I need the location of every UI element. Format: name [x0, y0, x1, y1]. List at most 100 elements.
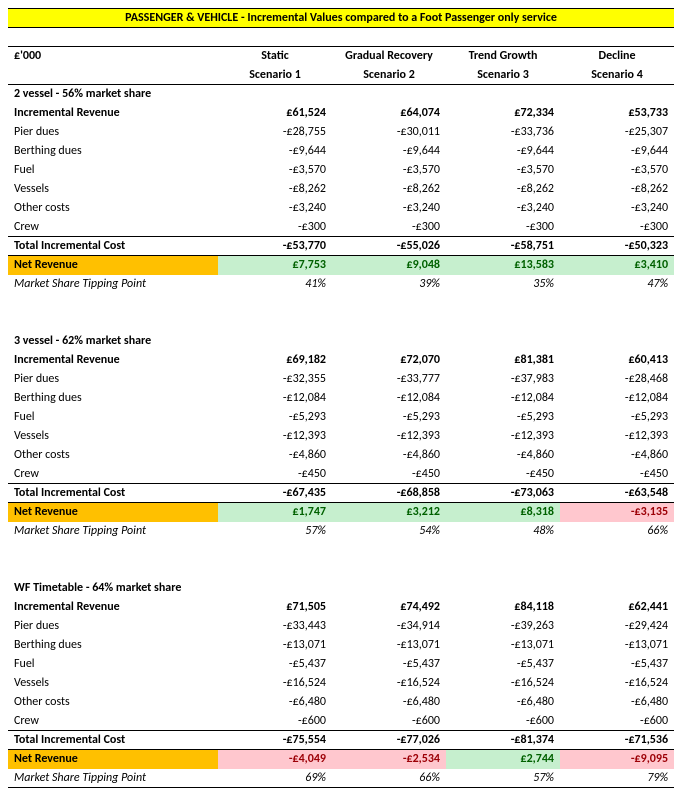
- scenario-name-1: Gradual Recovery: [332, 47, 446, 66]
- cell-net-revenue-3: -£9,095: [560, 750, 674, 769]
- row-label-other: Other costs: [8, 446, 218, 465]
- cell-vessels-1: -£12,393: [332, 427, 446, 446]
- cell-fuel-3: -£3,570: [560, 161, 674, 180]
- cell-tipping-0: 41%: [218, 275, 332, 294]
- cell-crew-0: -£300: [218, 218, 332, 237]
- cell-fuel-2: -£5,437: [446, 655, 560, 674]
- cell-crew-1: -£300: [332, 218, 446, 237]
- cell-inc_rev-3: £53,733: [560, 104, 674, 123]
- table-title: PASSENGER & VEHICLE - Incremental Values…: [8, 9, 674, 28]
- cell-vessels-0: -£16,524: [218, 674, 332, 693]
- row-label-fuel: Fuel: [8, 408, 218, 427]
- cell-tipping-2: 35%: [446, 275, 560, 294]
- cell-other-0: -£4,860: [218, 446, 332, 465]
- cell-other-1: -£4,860: [332, 446, 446, 465]
- scenario-sub-3: Scenario 4: [560, 66, 674, 85]
- cell-tipping-3: 66%: [560, 522, 674, 541]
- cell-vessels-1: -£8,262: [332, 180, 446, 199]
- row-label-pier: Pier dues: [8, 123, 218, 142]
- cell-vessels-3: -£12,393: [560, 427, 674, 446]
- cell-other-3: -£6,480: [560, 693, 674, 712]
- cell-pier-2: -£37,983: [446, 370, 560, 389]
- cell-tipping-3: 47%: [560, 275, 674, 294]
- cell-vessels-0: -£12,393: [218, 427, 332, 446]
- cell-net-revenue-0: £1,747: [218, 503, 332, 522]
- cell-berth-0: -£9,644: [218, 142, 332, 161]
- cell-pier-0: -£32,355: [218, 370, 332, 389]
- cell-fuel-2: -£5,293: [446, 408, 560, 427]
- row-label-tipping-point: Market Share Tipping Point: [8, 522, 218, 541]
- unit-label: £'000: [8, 47, 218, 66]
- scenario-name-2: Trend Growth: [446, 47, 560, 66]
- row-label-berth: Berthing dues: [8, 636, 218, 655]
- cell-pier-1: -£33,777: [332, 370, 446, 389]
- row-label-pier: Pier dues: [8, 617, 218, 636]
- cell-pier-0: -£28,755: [218, 123, 332, 142]
- cell-fuel-1: -£3,570: [332, 161, 446, 180]
- cell-total_cost-0: -£75,554: [218, 731, 332, 750]
- cell-pier-2: -£33,736: [446, 123, 560, 142]
- row-label-net-revenue: Net Revenue: [8, 750, 218, 769]
- cell-berth-3: -£12,084: [560, 389, 674, 408]
- cell-berth-2: -£12,084: [446, 389, 560, 408]
- cell-other-3: -£4,860: [560, 446, 674, 465]
- cell-inc_rev-2: £84,118: [446, 598, 560, 617]
- row-label-total_cost: Total Incremental Cost: [8, 484, 218, 503]
- cell-total_cost-1: -£77,026: [332, 731, 446, 750]
- cell-crew-2: -£300: [446, 218, 560, 237]
- cell-net-revenue-3: -£3,135: [560, 503, 674, 522]
- cell-net-revenue-0: -£4,049: [218, 750, 332, 769]
- row-label-tipping-point: Market Share Tipping Point: [8, 275, 218, 294]
- cell-berth-0: -£12,084: [218, 389, 332, 408]
- cell-inc_rev-3: £60,413: [560, 351, 674, 370]
- cell-berth-1: -£13,071: [332, 636, 446, 655]
- cell-other-0: -£6,480: [218, 693, 332, 712]
- cell-total_cost-1: -£55,026: [332, 237, 446, 256]
- row-label-fuel: Fuel: [8, 655, 218, 674]
- cell-crew-2: -£600: [446, 712, 560, 731]
- row-label-total_cost: Total Incremental Cost: [8, 731, 218, 750]
- cell-tipping-2: 48%: [446, 522, 560, 541]
- cell-fuel-2: -£3,570: [446, 161, 560, 180]
- cell-pier-0: -£33,443: [218, 617, 332, 636]
- cell-pier-1: -£30,011: [332, 123, 446, 142]
- cell-tipping-1: 54%: [332, 522, 446, 541]
- section-header: 2 vessel - 56% market share: [8, 85, 218, 104]
- cell-other-1: -£6,480: [332, 693, 446, 712]
- cell-berth-1: -£9,644: [332, 142, 446, 161]
- cell-net-revenue-1: £9,048: [332, 256, 446, 275]
- cell-total_cost-2: -£81,374: [446, 731, 560, 750]
- row-label-vessels: Vessels: [8, 180, 218, 199]
- cell-net-revenue-1: -£2,534: [332, 750, 446, 769]
- row-label-berth: Berthing dues: [8, 142, 218, 161]
- cell-net-revenue-1: £3,212: [332, 503, 446, 522]
- section-header: 3 vessel - 62% market share: [8, 332, 218, 351]
- financial-table: PASSENGER & VEHICLE - Incremental Values…: [8, 8, 674, 788]
- cell-vessels-2: -£16,524: [446, 674, 560, 693]
- cell-other-2: -£3,240: [446, 199, 560, 218]
- row-label-inc_rev: Incremental Revenue: [8, 351, 218, 370]
- cell-total_cost-3: -£50,323: [560, 237, 674, 256]
- cell-net-revenue-2: £13,583: [446, 256, 560, 275]
- cell-pier-1: -£34,914: [332, 617, 446, 636]
- cell-tipping-1: 66%: [332, 769, 446, 788]
- cell-inc_rev-3: £62,441: [560, 598, 674, 617]
- scenario-sub-0: Scenario 1: [218, 66, 332, 85]
- cell-fuel-3: -£5,437: [560, 655, 674, 674]
- cell-net-revenue-2: £8,318: [446, 503, 560, 522]
- scenario-name-0: Static: [218, 47, 332, 66]
- cell-inc_rev-1: £64,074: [332, 104, 446, 123]
- cell-net-revenue-2: £2,744: [446, 750, 560, 769]
- cell-other-1: -£3,240: [332, 199, 446, 218]
- row-label-net-revenue: Net Revenue: [8, 256, 218, 275]
- row-label-crew: Crew: [8, 465, 218, 484]
- cell-total_cost-0: -£53,770: [218, 237, 332, 256]
- cell-net-revenue-3: £3,410: [560, 256, 674, 275]
- row-label-inc_rev: Incremental Revenue: [8, 104, 218, 123]
- cell-total_cost-2: -£73,063: [446, 484, 560, 503]
- cell-inc_rev-1: £74,492: [332, 598, 446, 617]
- cell-crew-1: -£600: [332, 712, 446, 731]
- cell-crew-2: -£450: [446, 465, 560, 484]
- cell-pier-3: -£25,307: [560, 123, 674, 142]
- cell-fuel-0: -£5,437: [218, 655, 332, 674]
